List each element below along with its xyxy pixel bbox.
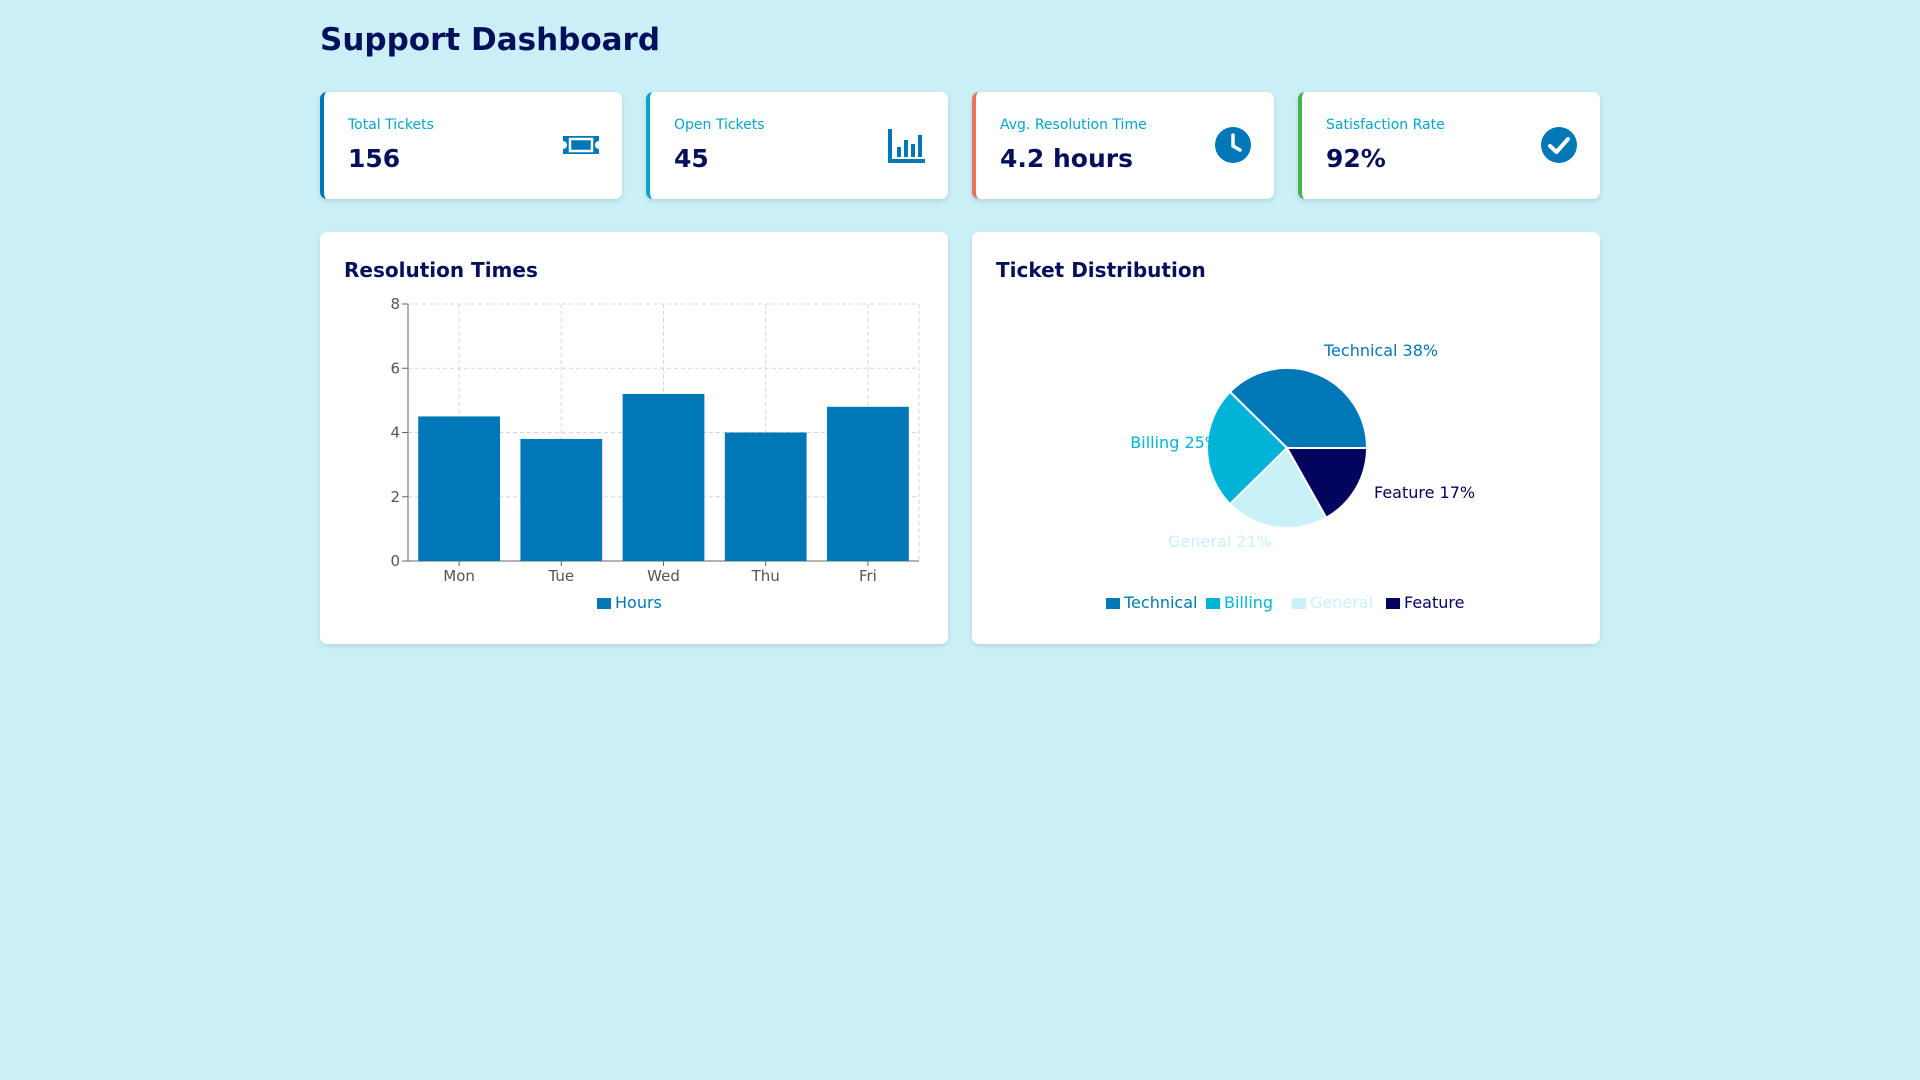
x-tick-label: Fri xyxy=(859,567,877,585)
legend-label: Billing xyxy=(1224,593,1273,612)
panel-title: Ticket Distribution xyxy=(996,258,1206,282)
clock-icon xyxy=(1215,127,1251,163)
page-title: Support Dashboard xyxy=(320,22,661,58)
legend-label: Feature xyxy=(1404,593,1464,612)
bar-chart-icon xyxy=(888,129,925,163)
pie-slice-technical xyxy=(1228,367,1369,449)
stat-label: Satisfaction Rate xyxy=(1326,117,1445,133)
x-tick-label: Wed xyxy=(647,567,680,585)
y-tick-label: 0 xyxy=(390,552,400,570)
stat-card-total-tickets: Total Tickets 156 xyxy=(320,92,622,199)
check-circle-icon xyxy=(1541,127,1577,163)
bar-wed xyxy=(622,393,705,561)
resolution-times-panel: 0 2 4 6 8 Mon Tue Wed Thu Fri Hours Resolution Tim… xyxy=(320,232,948,644)
legend-swatch xyxy=(597,598,611,609)
y-tick-label: 6 xyxy=(390,359,400,377)
stat-card-satisfaction-rate: Satisfaction Rate 92% xyxy=(1298,92,1600,199)
x-tick-label: Mon xyxy=(443,567,475,585)
legend-swatch xyxy=(1206,598,1220,609)
x-tick-label: Thu xyxy=(751,567,780,585)
stat-value: 156 xyxy=(348,144,401,173)
legend-label: General xyxy=(1310,593,1373,612)
legend-swatch xyxy=(1292,598,1306,609)
legend-label: Technical xyxy=(1123,593,1197,612)
y-tick-label: 4 xyxy=(390,424,400,442)
stat-label: Open Tickets xyxy=(674,117,765,133)
pie-label-technical: Technical 38% xyxy=(1323,341,1438,360)
pie-label-general: General 21% xyxy=(1168,532,1272,551)
pie-slice-feature xyxy=(1285,447,1369,520)
resolution-times-chart: 0 2 4 6 8 Mon Tue Wed Thu Fri Hours xyxy=(390,295,920,612)
pie-slice-general xyxy=(1228,446,1328,529)
y-tick-label: 8 xyxy=(390,295,400,313)
legend-swatch xyxy=(1386,598,1400,609)
bar-tue xyxy=(520,438,603,561)
ticket-distribution-panel: Technical 38% Billing 25% General 21% Featu… xyxy=(972,232,1600,644)
stat-card-open-tickets: Open Tickets 45 xyxy=(646,92,948,199)
bar-mon xyxy=(418,416,500,561)
stat-value: 92% xyxy=(1326,144,1386,173)
bar-fri xyxy=(827,406,909,561)
stat-card-avg-resolution-time: Avg. Resolution Time 4.2 hours xyxy=(972,92,1274,199)
pie-slice-billing xyxy=(1206,390,1289,506)
pie-label-billing: Billing 25% xyxy=(1130,433,1220,452)
pie-label-feature: Feature 17% xyxy=(1374,483,1475,502)
legend-label: Hours xyxy=(615,593,662,612)
y-tick-label: 2 xyxy=(390,488,400,506)
x-tick-label: Tue xyxy=(547,567,574,585)
bar-thu xyxy=(724,432,807,561)
stat-value: 45 xyxy=(674,144,709,173)
ticket-distribution-chart: Technical 38% Billing 25% General 21% Featu… xyxy=(1106,341,1475,612)
legend-swatch xyxy=(1106,598,1120,609)
ticket-icon xyxy=(563,136,599,154)
stat-value: 4.2 hours xyxy=(1000,144,1133,173)
panel-title: Resolution Times xyxy=(344,258,538,282)
stat-label: Avg. Resolution Time xyxy=(1000,117,1147,133)
stat-label: Total Tickets xyxy=(348,117,434,133)
